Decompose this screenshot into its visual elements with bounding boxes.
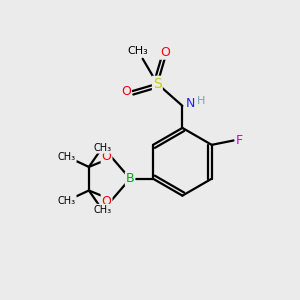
Text: O: O [102, 150, 112, 163]
Text: CH₃: CH₃ [93, 143, 111, 153]
Text: CH₃: CH₃ [58, 152, 76, 162]
Text: CH₃: CH₃ [58, 196, 76, 206]
Text: N: N [186, 97, 195, 110]
Text: H: H [196, 95, 205, 106]
Text: O: O [121, 85, 131, 98]
Text: F: F [236, 134, 243, 147]
Text: S: S [153, 77, 162, 91]
Text: O: O [102, 195, 112, 208]
Text: CH₃: CH₃ [93, 205, 111, 214]
Text: CH₃: CH₃ [128, 46, 148, 56]
Text: O: O [160, 46, 170, 59]
Text: B: B [126, 172, 134, 185]
